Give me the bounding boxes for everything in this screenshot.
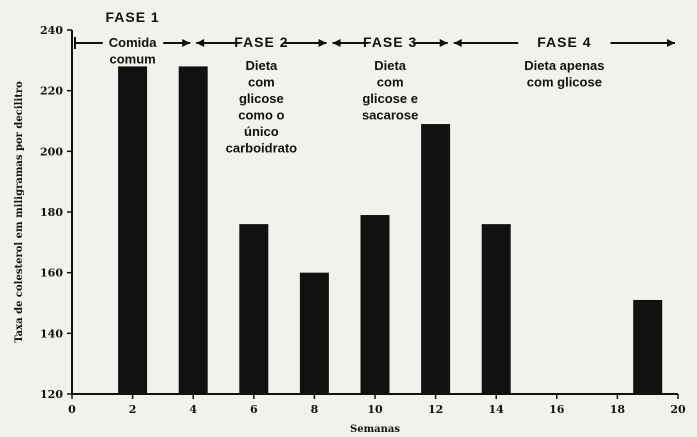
- y-tick-label-180: 180: [40, 206, 63, 219]
- phase-2-description-line: carboidrato: [226, 141, 298, 156]
- x-tick-label-12: 12: [428, 403, 443, 416]
- phase-2-right-arrowhead: [318, 39, 327, 47]
- phase-3-right-arrowhead: [439, 39, 448, 47]
- bar-week-14: [481, 224, 511, 394]
- axes-layer: 120 140 160 180 200 220 240 0 2 4 6 8 10 12 14 16 18 20: [40, 24, 686, 416]
- phase-3-description-line: glicose e: [362, 91, 418, 106]
- phase-3-description-line: com: [377, 75, 404, 90]
- bar-week-2: [118, 66, 148, 395]
- phase-1-right-arrowhead: [182, 39, 191, 47]
- phase-2-description-line: Dieta: [245, 58, 278, 73]
- phase-4-description-line: com glicose: [527, 75, 602, 90]
- x-axis-title: Semanas: [350, 424, 400, 435]
- bar-week-6: [239, 224, 269, 394]
- x-tick-label-16: 16: [549, 403, 565, 416]
- x-tick-label-0: 0: [68, 403, 76, 416]
- phase-2-description-line: único: [244, 124, 279, 139]
- y-tick-label-220: 220: [40, 85, 63, 98]
- x-tick-label-6: 6: [250, 403, 258, 416]
- bar-week-19: [633, 299, 663, 394]
- phase-2-description-line: com: [248, 75, 275, 90]
- phase-4-right-arrowhead: [667, 39, 675, 47]
- x-tick-label-14: 14: [489, 403, 505, 416]
- phase-2-description-line: como o: [238, 108, 284, 123]
- phase-4-description-line: Dieta apenas: [524, 58, 604, 73]
- phase-title-4: FASE 4: [537, 34, 591, 50]
- bar-week-4: [178, 66, 208, 395]
- x-tick-label-18: 18: [610, 403, 626, 416]
- y-axis-title: Taxa de colesterol em miligramas por dec…: [14, 81, 25, 343]
- x-tick-label-8: 8: [311, 403, 319, 416]
- phase-3-description-line: sacarose: [362, 108, 418, 123]
- y-tick-label-120: 120: [40, 388, 63, 401]
- bar-week-12: [421, 124, 451, 395]
- phase-title-3: FASE 3: [363, 34, 417, 50]
- y-tick-label-240: 240: [40, 24, 63, 37]
- bars-layer: [118, 66, 663, 395]
- bar-week-8: [299, 272, 329, 394]
- x-tick-label-4: 4: [189, 403, 197, 416]
- x-tick-label-10: 10: [367, 403, 383, 416]
- x-tick-label-2: 2: [129, 403, 137, 416]
- bar-week-10: [360, 215, 390, 394]
- phase-2-description-line: glicose: [239, 91, 284, 106]
- phase-3-description-line: Dieta: [374, 58, 407, 73]
- x-tick-label-20: 20: [670, 403, 686, 416]
- phase-1-description-line: Comida: [109, 35, 157, 50]
- phase-title-1: FASE 1: [105, 9, 159, 25]
- y-tick-label-200: 200: [40, 145, 63, 158]
- phase-title-2: FASE 2: [234, 34, 288, 50]
- y-tick-label-160: 160: [40, 267, 63, 280]
- phase-1-description-line: comum: [109, 52, 155, 67]
- y-tick-label-140: 140: [40, 327, 63, 340]
